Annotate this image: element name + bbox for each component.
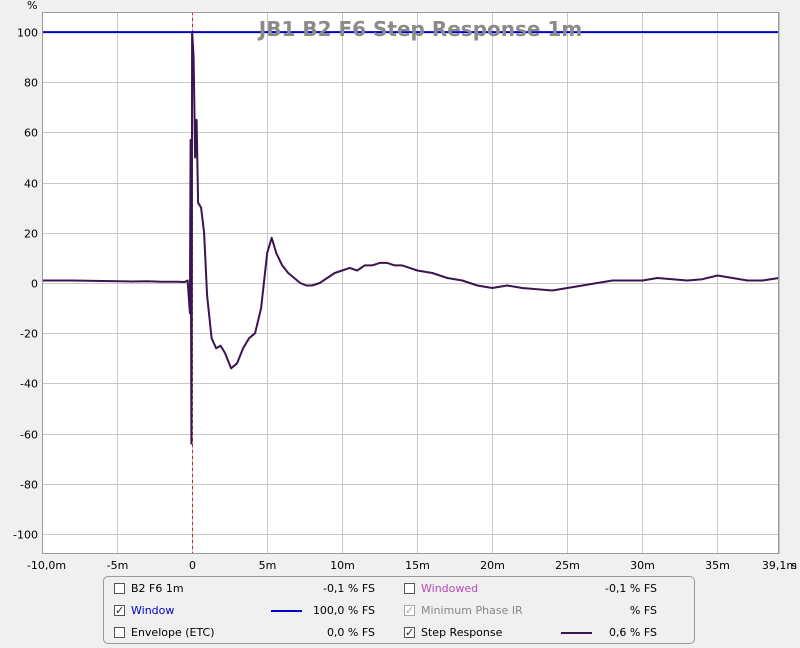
legend-line-swatch <box>271 610 302 612</box>
legend-value: -0,1 % FS <box>604 582 657 595</box>
y-tick-label: 100 <box>17 27 38 40</box>
legend-label: Minimum Phase IR <box>421 604 523 617</box>
legend-item-b2-f6-1m[interactable]: B2 F6 1m -0,1 % FS <box>114 579 404 599</box>
checkbox[interactable] <box>114 627 125 638</box>
legend-panel: B2 F6 1m -0,1 % FS Windowed -0,1 % FS ✓ … <box>103 576 695 644</box>
checkbox[interactable] <box>114 583 125 594</box>
x-tick-label: 35m <box>705 559 730 572</box>
y-tick-label: -80 <box>20 479 38 492</box>
legend-value: 0,0 % FS <box>326 626 375 639</box>
x-tick-label: 30m <box>630 559 655 572</box>
legend-label: Window <box>131 604 175 617</box>
legend-line-swatch <box>561 632 592 634</box>
y-tick-label: -60 <box>20 429 38 442</box>
checkbox[interactable]: ✓ <box>114 604 125 617</box>
x-tick-label: 20m <box>480 559 505 572</box>
series-line-step-response <box>42 31 780 445</box>
series-group <box>42 31 780 445</box>
y-tick-label: 0 <box>31 278 38 291</box>
x-tick-label: 5m <box>259 559 277 572</box>
legend-item-windowed[interactable]: Windowed -0,1 % FS <box>404 579 694 599</box>
legend-item-step-response[interactable]: ✓ Step Response 0,6 % FS <box>404 623 694 643</box>
x-tick-label: -5m <box>107 559 129 572</box>
chart: 100 80 60 40 20 0 -20 -40 -60 -80 -100 -10,0m -5m 0 5… <box>13 0 797 572</box>
legend-label: Envelope (ETC) <box>131 626 215 639</box>
x-tick-label: 10m <box>330 559 355 572</box>
x-axis-unit: s <box>791 559 797 572</box>
y-axis-ticks: 100 80 60 40 20 0 -20 -40 -60 -80 -100 <box>13 27 38 542</box>
x-tick-label: -10,0m <box>27 559 66 572</box>
checkbox: ✓ <box>404 604 415 617</box>
legend-label: Windowed <box>421 582 479 595</box>
legend-item-minimum-phase-ir: ✓ Minimum Phase IR % FS <box>404 601 694 621</box>
x-tick-label: 25m <box>555 559 580 572</box>
x-axis-ticks: -10,0m -5m 0 5m 10m 15m 20m 25m 30m 35m 39,1m <box>27 559 797 572</box>
y-tick-label: 80 <box>24 77 38 90</box>
y-tick-label: -100 <box>13 529 38 542</box>
legend-value: 100,0 % FS <box>312 604 375 617</box>
y-tick-label: 20 <box>24 228 38 241</box>
y-tick-label: 60 <box>24 127 38 140</box>
legend-item-window[interactable]: ✓ Window 100,0 % FS <box>114 601 404 621</box>
legend-value: % FS <box>629 604 657 617</box>
legend-item-envelope-etc[interactable]: Envelope (ETC) 0,0 % FS <box>114 623 404 643</box>
y-axis-label: % <box>27 0 37 12</box>
plot-border <box>42 12 779 554</box>
x-tick-label: 39,1m <box>762 559 797 572</box>
y-tick-label: -20 <box>20 328 38 341</box>
legend-label: B2 F6 1m <box>131 582 184 595</box>
x-tick-label: 15m <box>405 559 430 572</box>
legend-value: -0,1 % FS <box>322 582 375 595</box>
y-tick-label: -40 <box>20 378 38 391</box>
x-tick-label: 0 <box>189 559 196 572</box>
checkbox[interactable] <box>404 583 415 594</box>
grid <box>42 12 780 554</box>
checkbox[interactable]: ✓ <box>404 626 415 639</box>
chart-title: JB1 B2 F6 Step Response 1m <box>257 17 582 41</box>
legend-label: Step Response <box>421 626 503 639</box>
y-tick-label: 40 <box>24 178 38 191</box>
legend-value: 0,6 % FS <box>608 626 657 639</box>
